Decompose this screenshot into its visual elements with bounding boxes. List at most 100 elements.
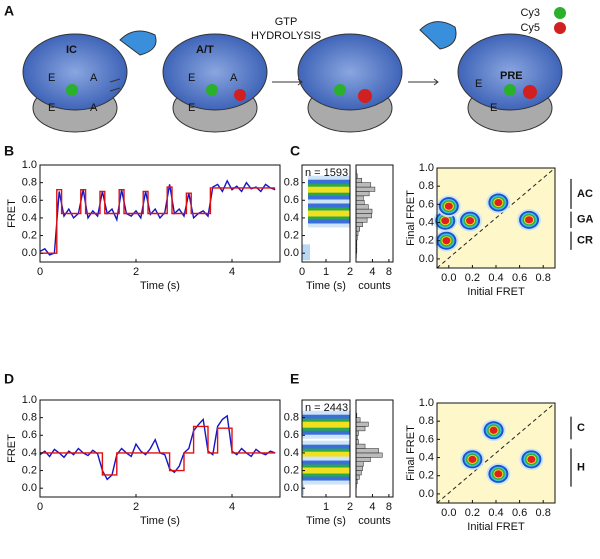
site-label: A <box>90 72 98 84</box>
x-tick-label: 0.8 <box>536 272 551 284</box>
tdp-peak <box>444 202 453 210</box>
site-label: A <box>90 102 98 114</box>
histogram-bar <box>355 452 383 458</box>
x-tick-label: 0.2 <box>465 507 480 519</box>
x-tick-label: 4 <box>229 501 235 513</box>
y-axis-label: FRET <box>6 199 18 228</box>
tdp-peak <box>494 470 503 478</box>
x-tick-label: 0.4 <box>488 272 503 284</box>
cy3-legend <box>554 7 566 19</box>
axes-box <box>39 164 281 263</box>
state-label: A/T <box>196 44 214 56</box>
histogram-bar <box>355 457 371 462</box>
histogram-bar <box>355 182 372 188</box>
y-tick-label: 0.2 <box>284 229 299 241</box>
x-axis-label: Initial FRET <box>467 521 525 533</box>
tdp-peak <box>525 216 534 224</box>
y-tick-label: 0.6 <box>22 429 37 441</box>
y-tick-label: 0.8 <box>419 415 434 427</box>
y-tick-label: 0.6 <box>284 194 299 206</box>
density-band <box>308 186 350 193</box>
annotation: n = 1593 <box>305 167 348 179</box>
y-tick-label: 0.6 <box>284 429 299 441</box>
histogram-bar <box>355 217 368 223</box>
y-axis-label: Final FRET <box>405 425 417 481</box>
trace <box>39 414 276 481</box>
y-tick-label: 0.6 <box>22 194 37 206</box>
panel-a-diagram: A B C D E IC A/T PRE GTP HYDROLYSIS Cy3 … <box>4 3 566 387</box>
x-tick-label: 2 <box>347 501 353 513</box>
diagonal <box>436 167 556 269</box>
state-label: PRE <box>500 70 523 82</box>
histogram-bar <box>355 186 376 192</box>
histogram-bar <box>355 208 373 214</box>
tdp-peak <box>494 198 503 207</box>
ribosome <box>22 33 128 133</box>
ribosome <box>297 33 403 133</box>
bracket-label: GA <box>577 214 594 226</box>
x-tick-label: 1 <box>323 501 329 513</box>
x-axis-label: Time (s) <box>306 515 346 527</box>
histogram-bar <box>355 204 369 210</box>
histogram-bar <box>355 465 363 471</box>
histogram-bar <box>355 213 372 219</box>
y-tick-label: 0.6 <box>419 198 434 210</box>
panel-label: C <box>290 143 300 159</box>
state-label: IC <box>66 44 77 56</box>
tdp-peak <box>466 217 475 225</box>
x-tick-label: 2 <box>347 266 353 278</box>
y-tick-label: 0.6 <box>419 433 434 445</box>
bracket-label: AC <box>577 188 593 200</box>
histogram-bar <box>355 443 366 449</box>
site-label: A <box>230 72 238 84</box>
x-tick-label: 0.2 <box>465 272 480 284</box>
y-tick-label: 0.8 <box>419 180 434 192</box>
y-tick-label: 0.4 <box>284 212 299 224</box>
x-tick-label: 2 <box>133 266 139 278</box>
x-tick-label: 1 <box>323 266 329 278</box>
dye-label: Cy3 <box>520 7 540 19</box>
y-tick-label: 0.8 <box>22 177 37 189</box>
cy3-dot <box>66 84 78 96</box>
x-tick-label: 8 <box>386 266 392 278</box>
early-region <box>302 479 304 496</box>
ternary-complex <box>119 30 157 56</box>
axes-box <box>355 399 394 498</box>
ribosome <box>457 33 563 133</box>
x-tick-label: 2 <box>133 501 139 513</box>
equilibrium-arrow <box>109 78 121 92</box>
y-tick-label: 0.4 <box>419 216 434 228</box>
histogram-bar <box>355 195 364 201</box>
x-axis-label: Time (s) <box>140 515 180 527</box>
y-tick-label: 0.4 <box>22 447 37 459</box>
axes-box <box>355 164 394 263</box>
histogram-bar <box>355 222 363 227</box>
y-tick-label: 0.2 <box>419 470 434 482</box>
x-axis-label: Time (s) <box>140 280 180 292</box>
histogram-bar <box>355 177 363 183</box>
site-label: E <box>48 72 55 84</box>
histogram-bar <box>355 226 360 232</box>
x-tick-label: 0.8 <box>536 507 551 519</box>
cy5-dot <box>358 89 372 103</box>
trace <box>40 425 276 476</box>
y-tick-label: 1.0 <box>22 394 37 406</box>
y-tick-label: 0.0 <box>22 247 37 259</box>
cy5-legend <box>554 22 566 34</box>
x-tick-label: 4 <box>229 266 235 278</box>
bracket-label: C <box>577 422 585 434</box>
ribosome <box>162 33 268 133</box>
y-tick-label: 0.0 <box>284 247 299 259</box>
plot-frame <box>40 400 280 497</box>
cy3-dot <box>334 84 346 96</box>
y-tick-label: 0.2 <box>22 229 37 241</box>
y-tick-label: 0.0 <box>22 482 37 494</box>
panel-label: D <box>4 371 14 387</box>
x-axis-label: Time (s) <box>306 280 346 292</box>
cy3-dot <box>206 84 218 96</box>
step-label: GTP <box>275 16 298 28</box>
x-tick-label: 0.6 <box>512 272 527 284</box>
y-tick-label: 0.2 <box>22 464 37 476</box>
x-tick-label: 4 <box>369 501 375 513</box>
